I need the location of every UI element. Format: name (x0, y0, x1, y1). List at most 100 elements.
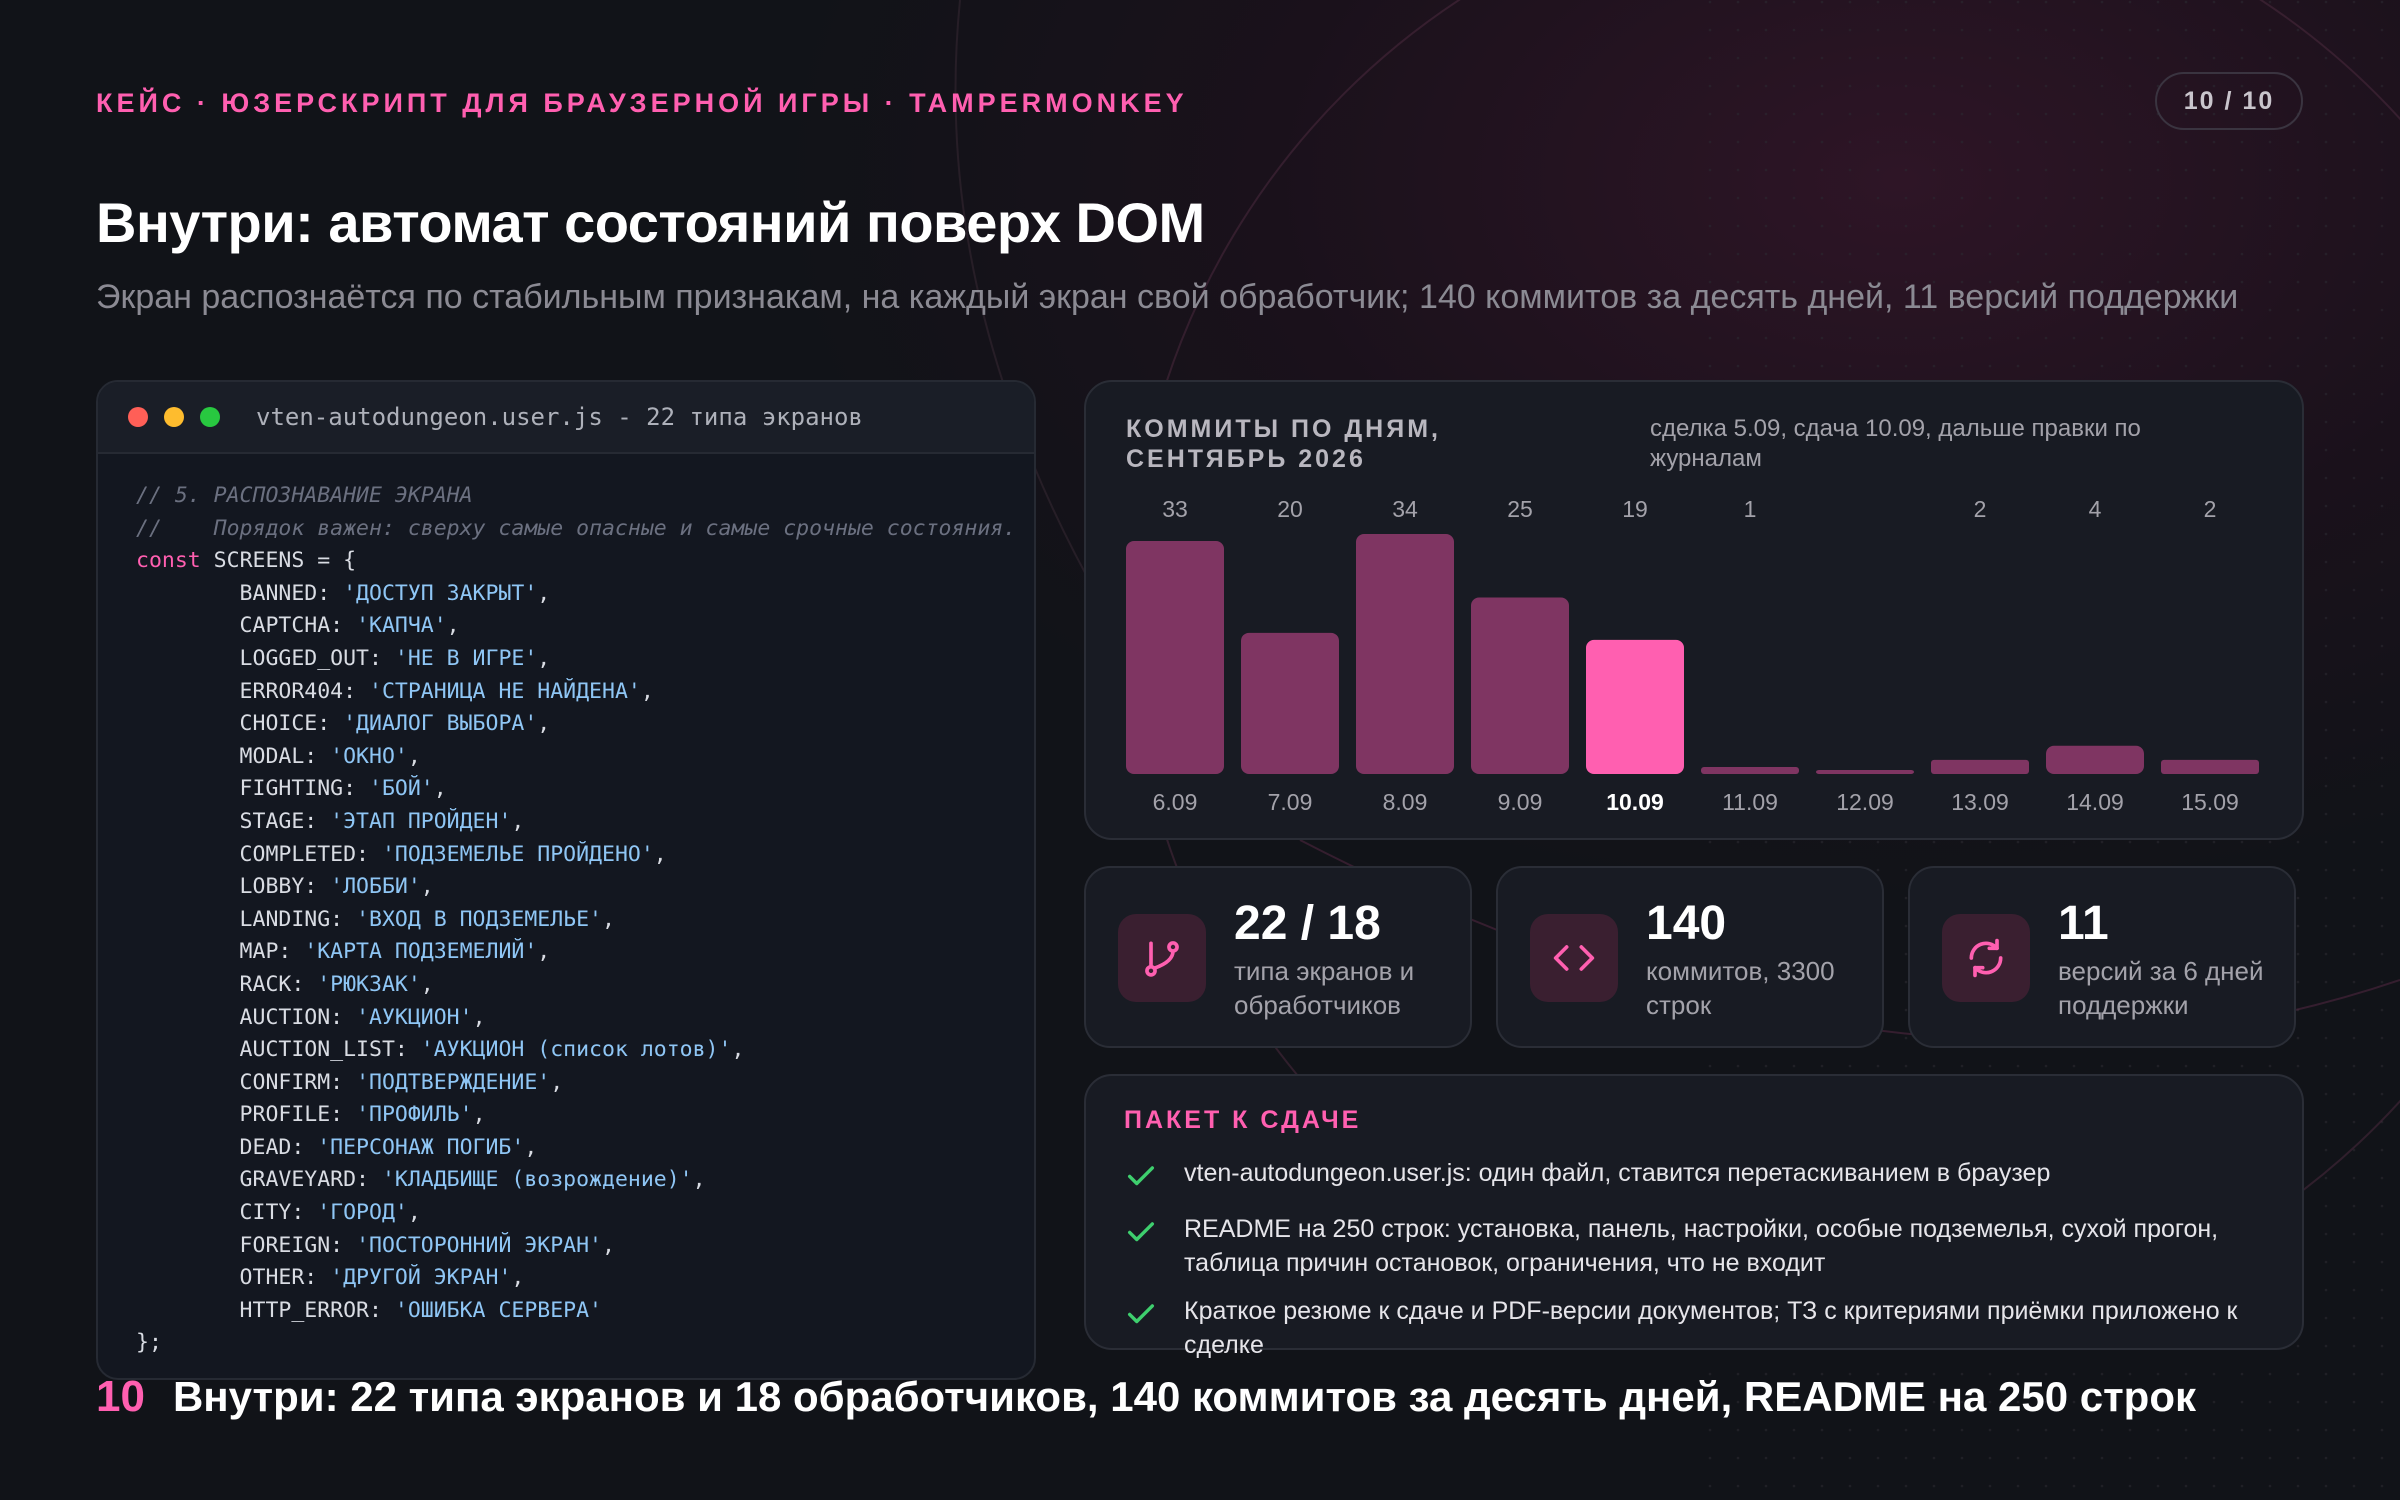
code-line: LOBBY: 'ЛОББИ', (136, 871, 1034, 904)
code-string: 'ПРОФИЛЬ' (356, 1102, 473, 1128)
bottom-caption: 10 Внутри: 22 типа экранов и 18 обработч… (96, 1372, 2196, 1432)
code-line: HTTP_ERROR: 'ОШИБКА СЕРВЕРА' (136, 1295, 1034, 1328)
x-tick-label: 13.09 (1951, 789, 2009, 815)
code-body: // 5. РАСПОЗНАВАНИЕ ЭКРАНА // Порядок важ… (98, 454, 1034, 1360)
code-line: RACK: 'РЮКЗАК', (136, 969, 1034, 1002)
code-key: PROFILE: (136, 1102, 357, 1128)
code-punct: , (537, 711, 551, 737)
code-punct: , (433, 776, 447, 802)
code-closing: }; (136, 1330, 162, 1356)
code-line: CHOICE: 'ДИАЛОГ ВЫБОРА', (136, 708, 1034, 741)
package-item-text: vten-autodungeon.user.js: один файл, ста… (1184, 1159, 2051, 1187)
bar-value-label: 19 (1622, 496, 1648, 522)
code-key: MAP: (136, 939, 305, 965)
stat-value: 11 (2058, 897, 2109, 950)
code-key: AUCTION_LIST: (136, 1037, 421, 1063)
x-tick-label: 7.09 (1268, 789, 1313, 815)
code-key: CONFIRM: (136, 1069, 357, 1095)
code-string: 'НЕ В ИГРЕ' (394, 645, 538, 671)
code-punct: , (602, 1232, 615, 1258)
code-key: FIGHTING: (136, 776, 369, 802)
bar-value-label: 1 (1744, 496, 1757, 522)
chart-bar (2161, 759, 2259, 774)
chart-bar (1356, 534, 1454, 774)
chart-bar (1126, 541, 1224, 774)
code-string: 'АУКЦИОН (список лотов)' (420, 1037, 732, 1063)
code-punct: , (407, 743, 421, 769)
code-string: 'РЮКЗАК' (317, 971, 421, 997)
stat-card-screens: 22 / 18 типа экранов и обработчиков (1084, 866, 1472, 1048)
code-string: 'ОШИБКА СЕРВЕРА' (394, 1297, 602, 1323)
code-window: vten-autodungeon.user.js - 22 типа экран… (96, 380, 1036, 1380)
bar-value-label: 2 (2204, 496, 2217, 522)
chart-bar (1471, 597, 1569, 774)
chart-bar (1931, 759, 2029, 774)
code-string: 'ЭТАП ПРОЙДЕН' (330, 808, 512, 834)
stat-value: 140 (1646, 897, 1727, 950)
page-subtitle: Экран распознаётся по стабильным признак… (96, 278, 2239, 316)
code-key: CHOICE: (136, 711, 344, 737)
code-punct: , (640, 678, 654, 704)
code-punct: , (537, 645, 551, 671)
code-line: FOREIGN: 'ПОСТОРОННИЙ ЭКРАН', (136, 1230, 1034, 1263)
bottom-caption-text: Внутри: 22 типа экранов и 18 обработчико… (172, 1373, 2197, 1420)
code-key: LOGGED_OUT: (136, 645, 395, 671)
code-string: 'ДРУГОЙ ЭКРАН' (330, 1265, 512, 1291)
code-string: 'ПОДТВЕРЖДЕНИЕ' (356, 1069, 551, 1095)
window-maximize-dot (200, 407, 220, 427)
page-title: Внутри: автомат состояний поверх DOM (96, 191, 1205, 254)
code-string: 'ДИАЛОГ ВЫБОРА' (343, 711, 538, 737)
package-item-text: README на 250 строк: установка, панель, … (1184, 1215, 2219, 1277)
code-line: LOGGED_OUT: 'НЕ В ИГРЕ', (136, 643, 1034, 676)
stat-value: 22 / 18 (1234, 897, 1381, 950)
git-branch-icon (1118, 914, 1206, 1002)
code-punct: , (407, 1200, 421, 1226)
stat-card-versions: 11 версий за 6 дней поддержки (1908, 866, 2296, 1048)
package-title: ПАКЕТ К СДАЧЕ (1124, 1106, 1362, 1134)
code-string: 'ПОДЗЕМЕЛЬЕ ПРОЙДЕНО' (381, 841, 654, 867)
code-string: 'КЛАДБИЩЕ (возрождение)' (381, 1167, 693, 1193)
code-punct: , (550, 1069, 564, 1095)
x-tick-label: 15.09 (2181, 789, 2239, 815)
code-line: MODAL: 'ОКНО', (136, 741, 1034, 774)
code-key: OTHER: (136, 1265, 331, 1291)
bar-value-label: 2 (1974, 496, 1987, 522)
stat-label: типа экранов и обработчиков (1234, 956, 1415, 1020)
code-punct: , (511, 1265, 525, 1291)
stat-label: коммитов, 3300 строк (1646, 956, 1835, 1020)
code-string: 'ВХОД В ПОДЗЕМЕЛЬЕ' (356, 906, 603, 932)
stat-card-commits: 140 коммитов, 3300 строк (1496, 866, 1884, 1048)
chart-bar (1816, 770, 1914, 774)
code-titlebar: vten-autodungeon.user.js - 22 типа экран… (98, 382, 1034, 454)
code-punct: , (524, 1134, 538, 1160)
code-line: ERROR404: 'СТРАНИЦА НЕ НАЙДЕНА', (136, 676, 1034, 709)
code-punct: , (420, 971, 434, 997)
code-string: 'КАРТА ПОДЗЕМЕЛИЙ' (304, 939, 538, 965)
code-entries: BANNED: 'ДОСТУП ЗАКРЫТ', CAPTCHA: 'КАПЧА… (136, 578, 1034, 1328)
code-string: 'ПЕРСОНАЖ ПОГИБ' (317, 1134, 525, 1160)
code-key: HTTP_ERROR: (136, 1297, 395, 1323)
bar-value-label: 20 (1277, 496, 1303, 522)
code-line: CAPTCHA: 'КАПЧА', (136, 610, 1034, 643)
code-line: FIGHTING: 'БОЙ', (136, 773, 1034, 806)
bar-value-label: 34 (1392, 496, 1418, 522)
code-key: GRAVEYARD: (136, 1167, 382, 1193)
commits-bar-chart: 33 6.09 20 7.09 34 8.09 25 9.09 19 10.09 1 11.09 12.… (1126, 496, 2259, 815)
commits-chart-card: КОММИТЫ ПО ДНЯМ, СЕНТЯБРЬ 2026 сделка 5.… (1084, 380, 2304, 840)
code-key: STAGE: (136, 808, 331, 834)
code-comment: // 5. РАСПОЗНАВАНИЕ ЭКРАНА (136, 483, 473, 508)
code-line: COMPLETED: 'ПОДЗЕМЕЛЬЕ ПРОЙДЕНО', (136, 839, 1034, 872)
code-punct: , (653, 841, 667, 867)
code-key: MODAL: (136, 743, 331, 769)
code-string: 'СТРАНИЦА НЕ НАЙДЕНА' (369, 678, 641, 704)
package-item-text: Краткое резюме к сдаче и PDF-версии доку… (1184, 1297, 2238, 1359)
code-line: LANDING: 'ВХОД В ПОДЗЕМЕЛЬЕ', (136, 904, 1034, 937)
package-card: ПАКЕТ К СДАЧЕ vten-autodungeon.user.js: … (1084, 1074, 2304, 1359)
code-punct: , (537, 580, 551, 606)
bar-value-label: 33 (1162, 496, 1188, 522)
x-tick-label: 9.09 (1498, 789, 1543, 815)
code-string: 'ЛОББИ' (330, 874, 421, 900)
code-punct: , (446, 613, 460, 639)
chart-title: КОММИТЫ ПО ДНЯМ, СЕНТЯБРЬ 2026 (1126, 415, 1441, 473)
code-key: ERROR404: (136, 678, 369, 704)
